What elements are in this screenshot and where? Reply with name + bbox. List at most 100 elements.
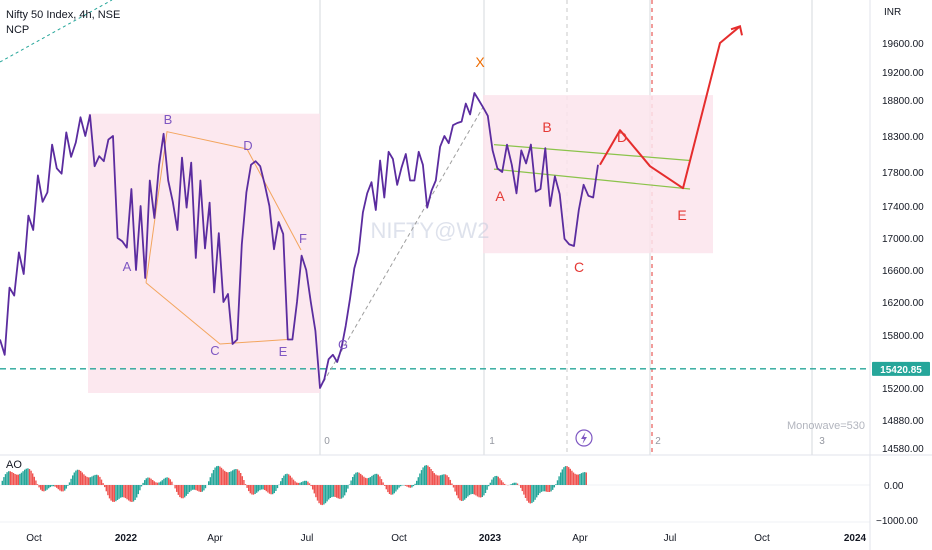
ao-bar <box>72 475 74 485</box>
ao-bar <box>504 483 506 485</box>
ao-bar <box>372 474 375 485</box>
ao-bar <box>377 474 379 485</box>
ao-bar <box>232 470 234 485</box>
ao-bar <box>22 471 24 485</box>
ao-bar <box>219 466 221 485</box>
ao-bar <box>41 485 43 492</box>
price-tick-label: 14580.00 <box>882 444 924 455</box>
ao-bar <box>214 467 216 485</box>
ao-bar <box>344 485 346 496</box>
ao-bar <box>51 485 53 487</box>
ao-bar <box>75 470 77 485</box>
ao-bar <box>158 482 160 485</box>
ao-bar <box>569 468 571 485</box>
ao-bar <box>566 466 568 485</box>
channel-line-lower <box>493 168 691 190</box>
ao-bar <box>332 485 335 497</box>
ao-bar <box>537 485 539 496</box>
ao-bar <box>539 485 541 494</box>
ao-bar <box>432 471 434 485</box>
ao-bar <box>512 483 514 485</box>
ao-bar <box>502 482 504 485</box>
ao-bar <box>406 485 408 487</box>
ao-bar <box>134 485 136 500</box>
ao-bar <box>320 485 322 505</box>
projection-arrowhead <box>730 25 743 36</box>
ao-bar <box>236 469 239 485</box>
ao-bar <box>448 477 450 485</box>
ao-bar <box>156 482 159 485</box>
ao-bar <box>580 473 583 485</box>
ao-bar <box>412 485 415 487</box>
ao-bar <box>187 485 189 494</box>
ao-bar <box>524 485 527 498</box>
ao-bar <box>552 485 554 490</box>
ao-bar <box>8 471 10 485</box>
ao-bar <box>585 472 587 485</box>
ao-bar <box>345 485 347 493</box>
wave-degree-label: 1 <box>489 436 495 447</box>
ao-bar <box>140 485 143 487</box>
ao-bar <box>171 481 173 485</box>
ao-bar <box>64 485 66 491</box>
ao-bar <box>468 485 471 496</box>
ao-bar <box>36 484 39 485</box>
ao-tick-label: −1000.00 <box>876 516 918 527</box>
ao-bar <box>115 485 117 502</box>
ao-bar <box>572 472 575 485</box>
ao-bar <box>420 470 423 485</box>
ao-bar <box>316 485 319 501</box>
ao-bar <box>33 476 35 485</box>
ao-bar <box>89 477 91 485</box>
wave-connector-lower <box>145 282 288 345</box>
ao-bar <box>353 474 355 485</box>
ao-bar <box>481 485 483 497</box>
ao-bar <box>193 485 195 490</box>
time-tick-label: 2022 <box>115 533 138 544</box>
ao-bar <box>152 480 154 485</box>
pattern-box-right <box>483 95 713 254</box>
ao-bar <box>28 469 31 485</box>
ao-bar <box>163 478 165 485</box>
wave-label-red: C <box>574 259 584 275</box>
ao-bar <box>260 485 263 490</box>
ao-bar <box>584 472 586 485</box>
ao-bar <box>356 472 359 485</box>
ao-bar <box>153 481 155 485</box>
ao-bar <box>100 479 103 485</box>
ao-bar <box>427 465 429 485</box>
ao-bar <box>380 479 383 485</box>
ao-bar <box>444 474 447 485</box>
ao-bar <box>371 475 373 485</box>
ao-bar <box>52 485 55 487</box>
ao-bar <box>473 485 475 495</box>
wave-label-red: B <box>542 119 551 135</box>
ao-bar <box>110 485 112 501</box>
ao-bar <box>80 470 82 485</box>
ao-bar <box>467 485 469 497</box>
ao-bar <box>20 472 23 485</box>
ao-bar <box>225 471 227 485</box>
ao-bar <box>121 485 123 498</box>
ao-bar <box>244 484 247 485</box>
ao-bar <box>251 485 253 495</box>
ao-bar <box>67 485 69 486</box>
ao-bar <box>470 485 472 495</box>
ao-bar <box>280 481 282 485</box>
ao-bar <box>568 467 570 485</box>
ao-bar <box>563 467 565 485</box>
ao-bar <box>419 473 421 485</box>
ao-bar <box>484 485 487 493</box>
ao-bar <box>422 467 424 485</box>
ao-bar <box>542 485 544 492</box>
ao-bar <box>300 482 303 485</box>
ao-bar <box>188 485 191 493</box>
ao-bar <box>92 475 95 485</box>
ao-bar <box>532 485 535 502</box>
ao-bar <box>185 485 187 496</box>
ao-bar <box>249 485 251 494</box>
ao-bar <box>339 485 341 499</box>
ao-bar <box>409 485 411 488</box>
